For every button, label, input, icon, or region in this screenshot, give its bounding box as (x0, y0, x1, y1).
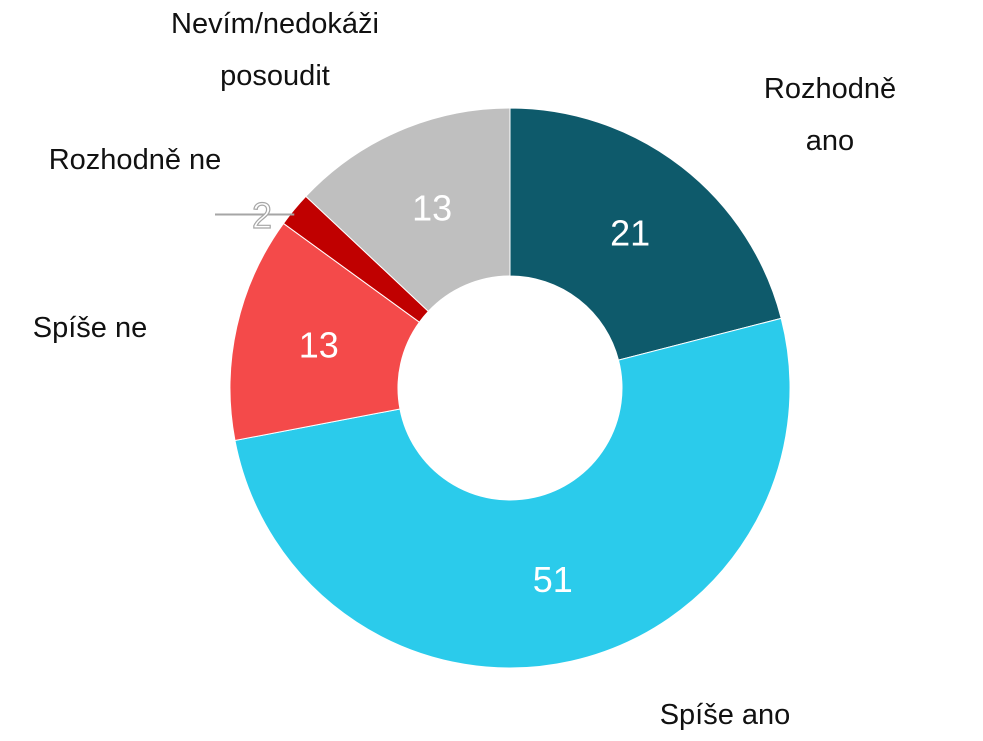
value-label: 51 (533, 559, 573, 600)
value-label: 21 (610, 213, 650, 254)
value-label: 13 (299, 325, 339, 366)
category-label: Spíše ne (32, 312, 148, 344)
value-label: 2 (252, 195, 272, 236)
donut-slice (305, 107, 511, 313)
category-label: Nevím/nedokáži posoudit (171, 8, 379, 92)
donut-slice (229, 222, 421, 442)
category-label: Rozhodně ne (48, 144, 222, 176)
donut-slice (509, 107, 782, 361)
category-label: Spíše ano (659, 699, 791, 731)
donut-slice (234, 317, 791, 669)
category-label: Rozhodně ano (763, 73, 897, 157)
value-label: 13 (412, 188, 452, 229)
